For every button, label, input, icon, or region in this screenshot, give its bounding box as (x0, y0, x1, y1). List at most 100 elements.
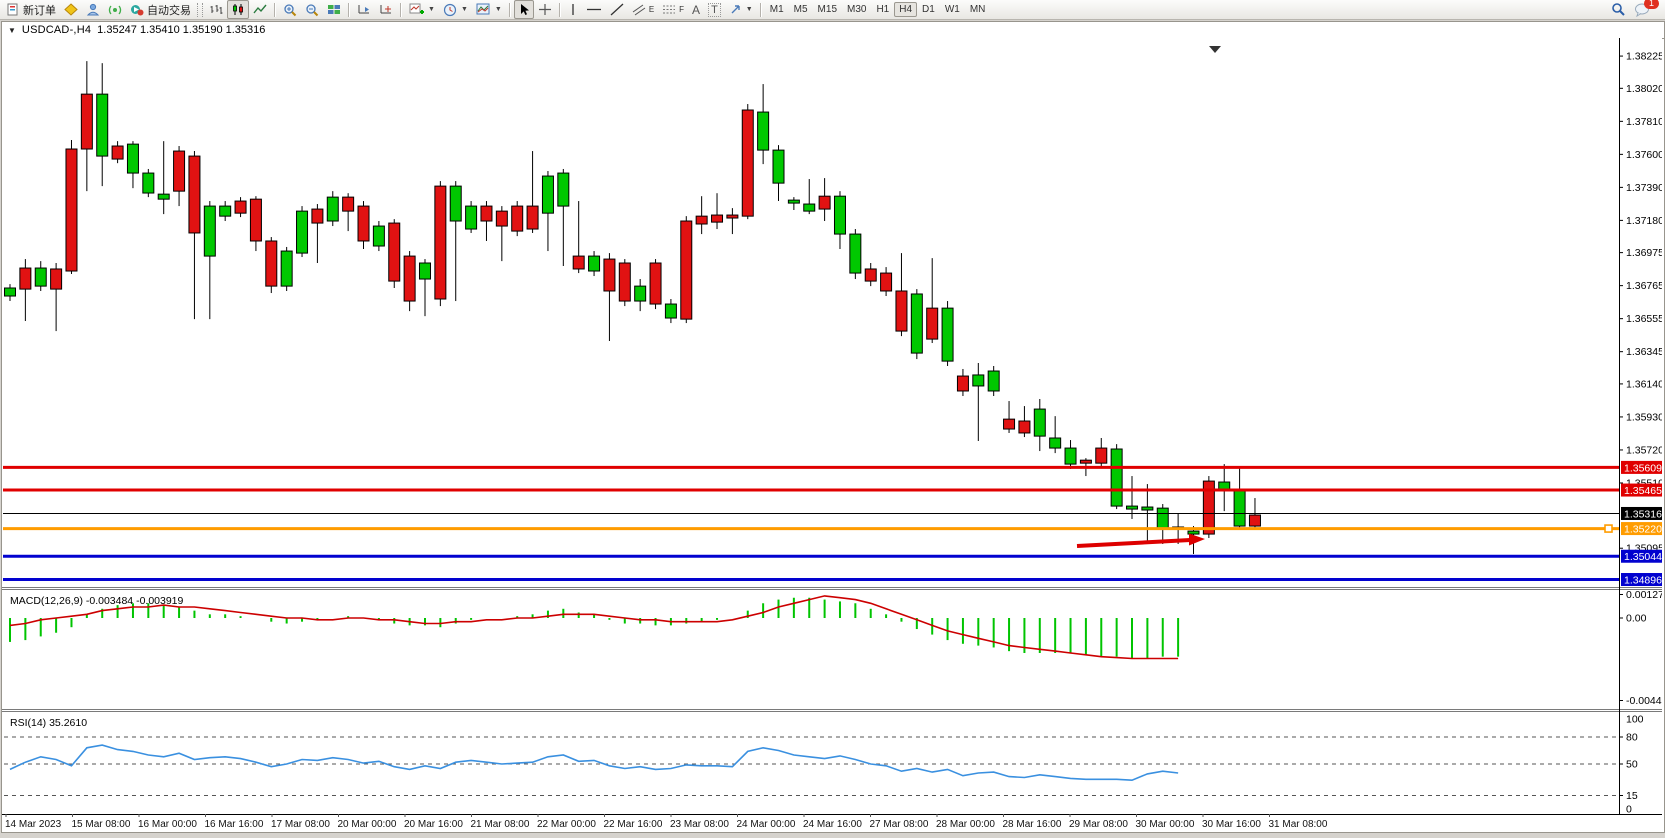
candle-bear (1018, 420, 1031, 434)
timeframe-m1[interactable]: M1 (769, 4, 784, 15)
chart-shift-icon (380, 5, 391, 14)
candle-bear (649, 262, 662, 305)
text-label-tool-button[interactable]: T (704, 0, 725, 19)
time-axis-label: 24 Mar 16:00 (803, 819, 862, 830)
timeframe-h4[interactable]: H4 (894, 2, 918, 17)
hline-tool-button[interactable] (582, 0, 606, 19)
time-axis-label: 29 Mar 08:00 (1069, 819, 1128, 830)
chevron-down-icon: ▼ (460, 6, 468, 13)
time-axis-label: 16 Mar 00:00 (138, 819, 197, 830)
timeframe-mn[interactable]: MN (969, 4, 986, 15)
candle-bear (342, 196, 355, 212)
time-axis[interactable]: 14 Mar 2023 15 Mar 08:00 16 Mar 00:00 16 Ma… (5, 814, 1328, 830)
chart-canvas[interactable]: 1.38225 1.38020 1.37810 1.37600 1.37390 1.371… (2, 38, 1662, 830)
time-axis-label: 22 Mar 16:00 (604, 819, 663, 830)
timeframe-m5[interactable]: M5 (793, 4, 808, 15)
time-axis-label: 17 Mar 08:00 (271, 819, 330, 830)
channel-tool-button[interactable]: E (628, 0, 658, 19)
line-chart-button[interactable] (249, 0, 271, 19)
autotrade-button[interactable]: 自动交易 (126, 0, 195, 19)
rsi-tick-label: 50 (1626, 759, 1638, 771)
candle-bull (203, 205, 216, 257)
timeframe-m30[interactable]: M30 (847, 4, 867, 15)
text-tool-button[interactable]: A (688, 0, 704, 19)
price-tag (1621, 549, 1662, 563)
candle-bear (357, 205, 370, 242)
arrows-tool-button[interactable]: ▼ (725, 0, 757, 19)
time-axis-label: 24 Mar 00:00 (737, 819, 796, 830)
template-button[interactable]: ▼ (472, 0, 506, 19)
vline-tool-button[interactable] (564, 0, 582, 19)
chart-shift-marker[interactable] (1209, 46, 1221, 53)
hlines-layer[interactable]: 1.35609 1.35465 1.35316 1.35220 1.35044 1.348… (3, 460, 1662, 587)
fibonacci-tool-button[interactable]: F (658, 0, 688, 19)
market-button[interactable] (60, 0, 82, 19)
channel-tool-letter: E (648, 5, 655, 14)
candle-bear (572, 255, 585, 270)
price-tag (1621, 460, 1662, 474)
candle-bear (403, 255, 416, 302)
candle-bull (1110, 448, 1123, 507)
crosshair-tool-button[interactable] (534, 0, 556, 19)
chart-dropdown-icon[interactable]: ▼ (8, 25, 16, 35)
macd-indicator-label: MACD(12,26,9) -0.003484 -0.003919 (10, 595, 184, 607)
candle-bear (495, 210, 508, 227)
tile-windows-button[interactable] (323, 0, 345, 19)
trend-arrow-annotation[interactable] (1076, 533, 1205, 548)
auto-scroll-button[interactable] (353, 0, 375, 19)
candle-bull (296, 210, 309, 254)
crosshair-icon (538, 4, 551, 15)
chat-unread-badge: 1 (1644, 0, 1659, 9)
period-button[interactable]: ▼ (439, 0, 472, 19)
community-button[interactable] (82, 0, 104, 19)
chart-title-ohlc: 1.35247 1.35410 1.35190 1.35316 (97, 24, 266, 36)
price-tag-label: 1.35044 (1624, 551, 1662, 563)
signals-button[interactable] (104, 0, 126, 19)
price-tick-label: 1.37390 (1626, 182, 1662, 194)
price-axis[interactable]: 1.38225 1.38020 1.37810 1.37600 1.37390 1.371… (1619, 51, 1662, 555)
timeframe-w1[interactable]: W1 (944, 4, 960, 15)
macd-panel: 0.001277 0.00 -0.004479 (9, 589, 1662, 707)
toolbar-separator (508, 2, 511, 17)
price-tag (1621, 483, 1662, 497)
timeframe-h1[interactable]: H1 (876, 4, 890, 15)
timeframe-d1[interactable]: D1 (922, 4, 935, 15)
time-axis-label: 15 Mar 08:00 (72, 819, 131, 830)
zoom-out-button[interactable] (301, 0, 323, 19)
chart-title-bar: ▼ USDCAD-,H4 1.35247 1.35410 1.35190 1.3… (2, 22, 1664, 39)
price-tag (1621, 522, 1662, 536)
candle-bull (1064, 447, 1077, 465)
candle-bear (1202, 480, 1215, 535)
candle-bull (1033, 408, 1046, 437)
candle-bear (50, 268, 63, 290)
candlestick-chart-icon (233, 4, 243, 15)
chart-shift-button[interactable] (375, 0, 397, 19)
search-button[interactable] (1607, 0, 1630, 19)
candle-bull (1049, 437, 1062, 449)
bar-chart-button[interactable] (205, 0, 227, 19)
trendline-tool-button[interactable] (606, 0, 628, 19)
timeframe-m15[interactable]: M15 (817, 4, 837, 15)
arrows-tool-icon (731, 5, 740, 14)
candle-bull (541, 175, 554, 214)
candles-layer (4, 61, 1261, 555)
candlestick-chart-button[interactable] (227, 0, 249, 19)
new-order-button[interactable]: 新订单 (3, 0, 60, 19)
add-indicator-button[interactable]: ▼ (405, 0, 439, 19)
candle-bull (1233, 488, 1246, 527)
candle-bull (142, 172, 155, 194)
price-tick-label: 1.38020 (1626, 83, 1662, 95)
candle-bear (249, 198, 262, 242)
candle-bull (1156, 507, 1169, 530)
chart-window: ▼ USDCAD-,H4 1.35247 1.35410 1.35190 1.3… (1, 21, 1665, 833)
candle-bear (19, 267, 32, 290)
time-axis-label: 21 Mar 08:00 (471, 819, 530, 830)
candle-bear (895, 290, 908, 332)
chat-button[interactable]: 1 (1630, 0, 1659, 19)
zoom-in-button[interactable] (279, 0, 301, 19)
candle-bull (1187, 530, 1200, 535)
time-axis-label: 28 Mar 00:00 (936, 819, 995, 830)
candle-bull (833, 195, 846, 235)
cursor-tool-button[interactable] (513, 0, 534, 19)
time-axis-label: 23 Mar 08:00 (670, 819, 729, 830)
